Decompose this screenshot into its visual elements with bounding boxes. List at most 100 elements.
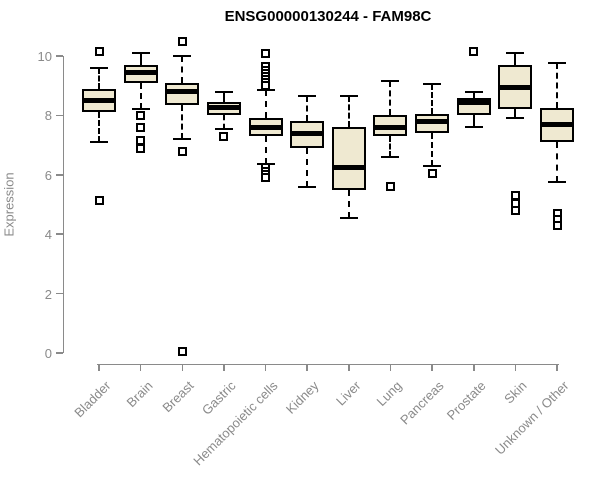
whisker-lower-kidney xyxy=(306,148,309,187)
outlier-hematopoietic-cells-11 xyxy=(261,173,271,183)
outlier-lung-0 xyxy=(385,182,395,192)
x-axis-tick xyxy=(139,364,142,371)
median-skin xyxy=(500,84,531,90)
whisker-cap-upper-pancreas xyxy=(423,83,442,86)
median-liver xyxy=(333,164,364,170)
whisker-upper-bladder xyxy=(98,67,100,89)
whisker-lower-brain xyxy=(139,82,142,110)
whisker-upper-pancreas xyxy=(431,84,434,114)
x-axis-tick xyxy=(348,364,350,371)
whisker-cap-upper-unknown-other xyxy=(548,62,567,65)
whisker-upper-brain xyxy=(139,53,142,65)
whisker-lower-liver xyxy=(347,189,350,218)
whisker-lower-skin xyxy=(514,109,517,119)
x-axis-tick xyxy=(556,364,558,371)
whisker-cap-lower-unknown-other xyxy=(548,181,567,184)
box-liver xyxy=(331,127,366,190)
y-tick-label-8: 8 xyxy=(44,108,52,124)
outlier-pancreas-0 xyxy=(427,168,437,178)
whisker-cap-lower-liver xyxy=(339,216,358,219)
median-brain xyxy=(125,69,156,75)
whisker-lower-gastric xyxy=(222,115,225,129)
y-axis-tick xyxy=(56,352,63,354)
whisker-upper-lung xyxy=(389,81,392,116)
whisker-upper-prostate xyxy=(472,91,475,98)
whisker-lower-pancreas xyxy=(431,133,434,166)
y-tick-label-0: 0 xyxy=(44,346,52,361)
whisker-cap-upper-liver xyxy=(339,95,358,98)
whisker-upper-skin xyxy=(514,53,517,65)
outlier-brain-1 xyxy=(136,122,146,132)
whisker-upper-liver xyxy=(347,96,350,128)
median-prostate xyxy=(458,99,489,105)
whisker-cap-upper-skin xyxy=(506,52,525,55)
whisker-cap-upper-gastric xyxy=(214,90,233,93)
median-kidney xyxy=(292,130,323,136)
y-axis-tick xyxy=(56,233,63,235)
outlier-brain-3 xyxy=(136,143,146,153)
whisker-cap-lower-prostate xyxy=(464,126,483,129)
x-axis-tick xyxy=(181,364,184,371)
outlier-unknown-other-2 xyxy=(552,220,562,230)
x-axis-tick xyxy=(223,364,225,371)
whisker-upper-unknown-other xyxy=(556,63,559,108)
whisker-cap-upper-prostate xyxy=(464,90,483,93)
whisker-lower-lung xyxy=(389,136,392,157)
outlier-bladder-1 xyxy=(94,195,104,205)
whisker-cap-lower-bladder xyxy=(90,141,108,144)
outlier-hematopoietic-cells-0 xyxy=(261,48,271,58)
outlier-hematopoietic-cells-7 xyxy=(261,81,271,91)
whisker-cap-lower-pancreas xyxy=(423,164,442,167)
whisker-upper-gastric xyxy=(222,91,225,103)
y-tick-label-4: 4 xyxy=(44,227,52,243)
whisker-upper-breast xyxy=(181,56,184,83)
whisker-lower-breast xyxy=(181,105,184,140)
y-tick-label-6: 6 xyxy=(44,167,52,183)
whisker-lower-hematopoietic-cells xyxy=(264,136,267,165)
whisker-cap-lower-gastric xyxy=(214,127,233,130)
whisker-lower-unknown-other xyxy=(556,142,559,183)
y-axis-label: Expression xyxy=(1,172,17,237)
y-tick-label-10: 10 xyxy=(37,49,52,64)
whisker-cap-lower-breast xyxy=(173,138,192,141)
outlier-breast-1 xyxy=(177,146,187,156)
x-axis-tick xyxy=(389,364,392,371)
x-axis-tick xyxy=(264,364,267,371)
y-axis-tick xyxy=(56,292,63,295)
y-axis-tick xyxy=(56,55,63,57)
median-bladder xyxy=(84,98,114,104)
whisker-cap-lower-brain xyxy=(131,108,150,111)
whisker-cap-lower-skin xyxy=(506,117,525,120)
whisker-upper-hematopoietic-cells xyxy=(264,90,267,119)
whisker-cap-upper-lung xyxy=(381,80,400,83)
median-gastric xyxy=(208,105,239,111)
median-breast xyxy=(167,89,198,95)
x-axis-tick xyxy=(514,364,517,371)
x-axis-tick xyxy=(473,364,475,371)
whisker-lower-prostate xyxy=(472,115,475,128)
outlier-brain-0 xyxy=(136,110,146,120)
outlier-bladder-0 xyxy=(94,47,104,57)
outlier-skin-2 xyxy=(510,205,520,215)
whisker-lower-bladder xyxy=(98,112,100,143)
whisker-cap-upper-kidney xyxy=(298,95,317,98)
x-axis-tick xyxy=(306,364,308,371)
whisker-cap-lower-kidney xyxy=(298,185,317,188)
median-lung xyxy=(375,124,406,130)
whisker-cap-lower-lung xyxy=(381,155,400,158)
x-axis-tick xyxy=(431,364,433,371)
chart-title: ENSG00000130244 - FAM98C xyxy=(224,8,432,25)
x-axis-tick xyxy=(98,364,100,371)
outlier-gastric-0 xyxy=(219,131,229,141)
y-tick-label-2: 2 xyxy=(44,286,52,302)
y-axis-tick xyxy=(56,114,63,117)
y-axis-tick xyxy=(56,174,63,176)
whisker-upper-kidney xyxy=(306,96,309,122)
whisker-cap-upper-breast xyxy=(173,55,192,57)
whisker-cap-upper-brain xyxy=(131,52,150,55)
median-unknown-other xyxy=(542,121,573,127)
outlier-prostate-0 xyxy=(469,47,479,57)
whisker-cap-upper-bladder xyxy=(90,66,108,69)
outlier-breast-0 xyxy=(177,36,187,46)
